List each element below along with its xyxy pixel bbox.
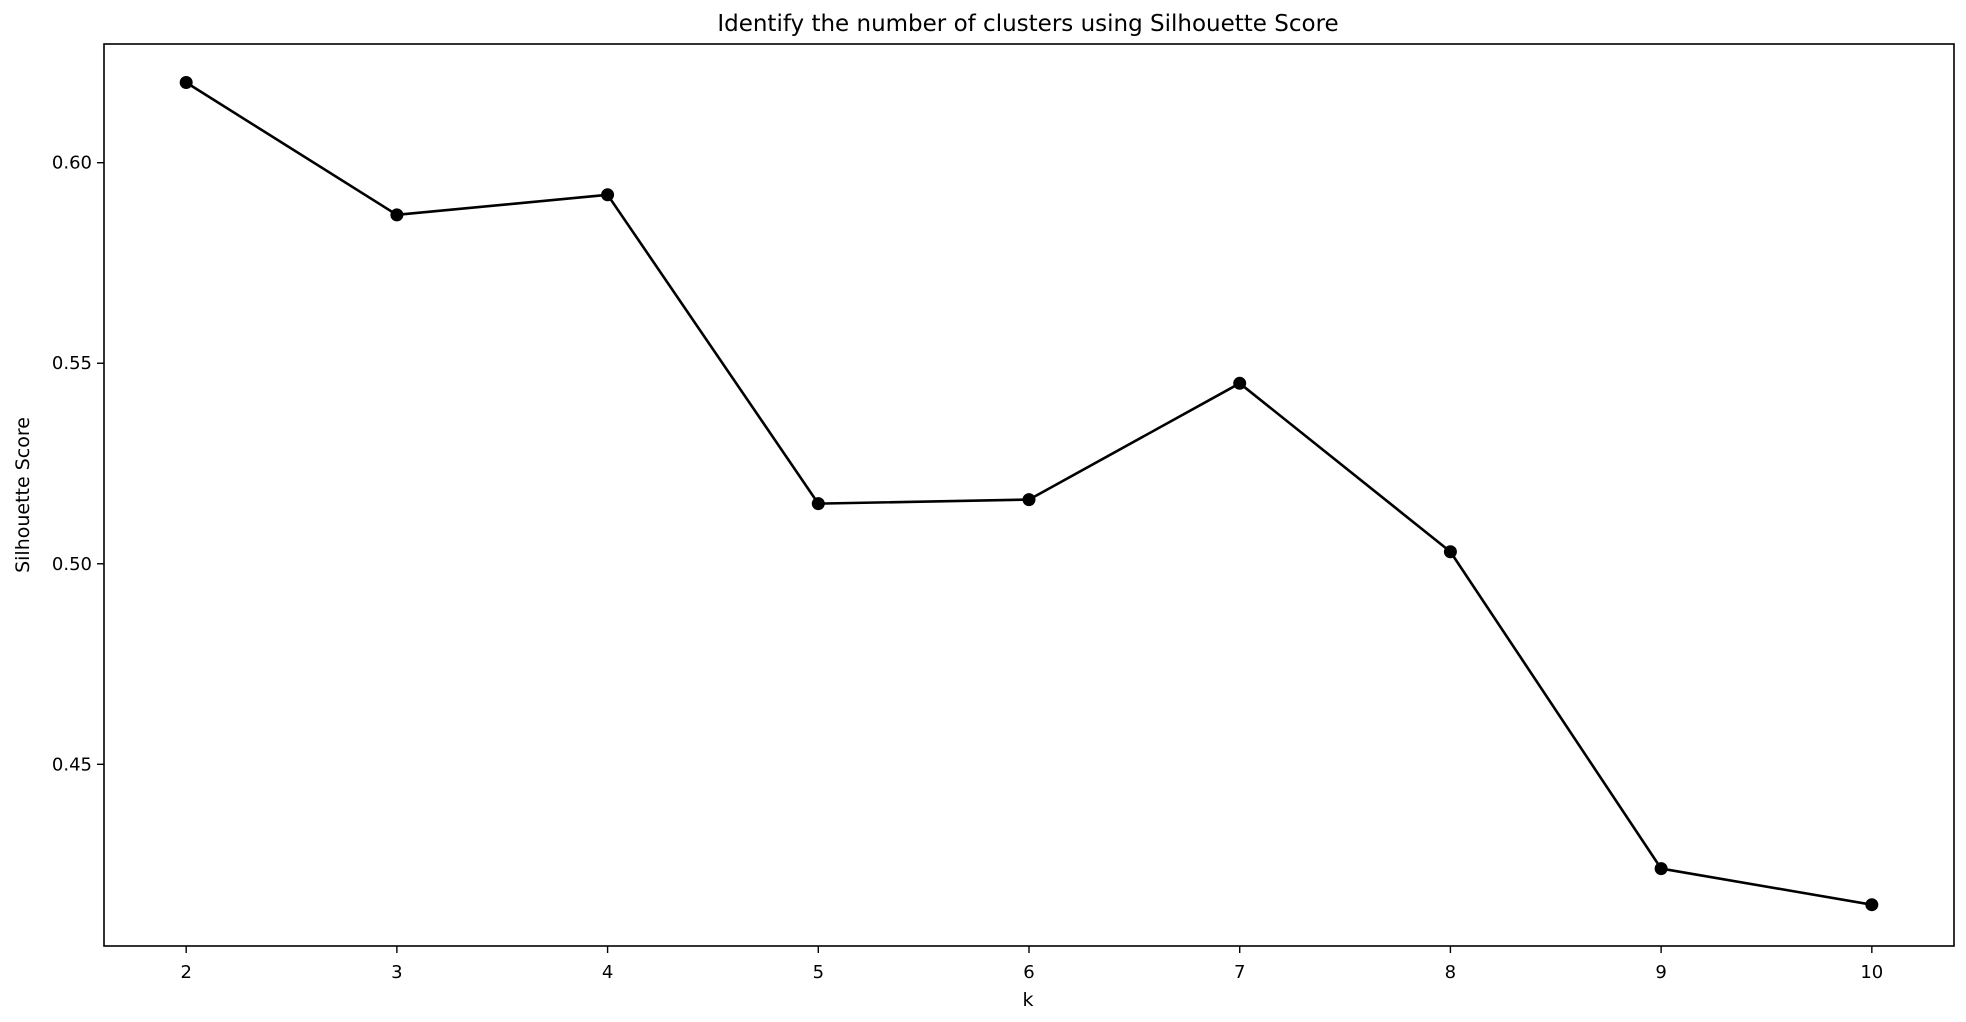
data-point — [390, 208, 404, 222]
y-axis-label: Silhouette Score — [12, 417, 34, 573]
data-point — [1022, 493, 1036, 507]
y-tick-label: 0.45 — [52, 754, 92, 775]
y-tick-label: 0.55 — [52, 353, 92, 374]
data-point — [601, 188, 615, 202]
data-point — [811, 497, 825, 511]
data-point — [1443, 545, 1457, 559]
x-axis: 2 3 4 5 6 7 8 9 10 — [180, 946, 1883, 983]
data-point — [1865, 898, 1879, 912]
y-axis: 0.45 0.50 0.55 0.60 — [52, 153, 104, 775]
x-tick-label: 5 — [813, 962, 824, 983]
plot-area — [179, 76, 1879, 912]
x-tick-label: 8 — [1445, 962, 1456, 983]
x-tick-label: 2 — [180, 962, 191, 983]
x-tick-label: 7 — [1234, 962, 1245, 983]
data-point — [1654, 862, 1668, 876]
x-tick-label: 10 — [1860, 962, 1883, 983]
data-point — [179, 76, 193, 90]
x-tick-label: 9 — [1655, 962, 1666, 983]
x-tick-label: 4 — [602, 962, 613, 983]
x-tick-label: 3 — [391, 962, 402, 983]
chart-title: Identify the number of clusters using Si… — [717, 11, 1338, 37]
x-axis-label: k — [1022, 989, 1033, 1011]
y-tick-label: 0.50 — [52, 554, 92, 575]
x-tick-label: 6 — [1023, 962, 1034, 983]
y-tick-label: 0.60 — [52, 153, 92, 174]
data-point — [1233, 376, 1247, 390]
